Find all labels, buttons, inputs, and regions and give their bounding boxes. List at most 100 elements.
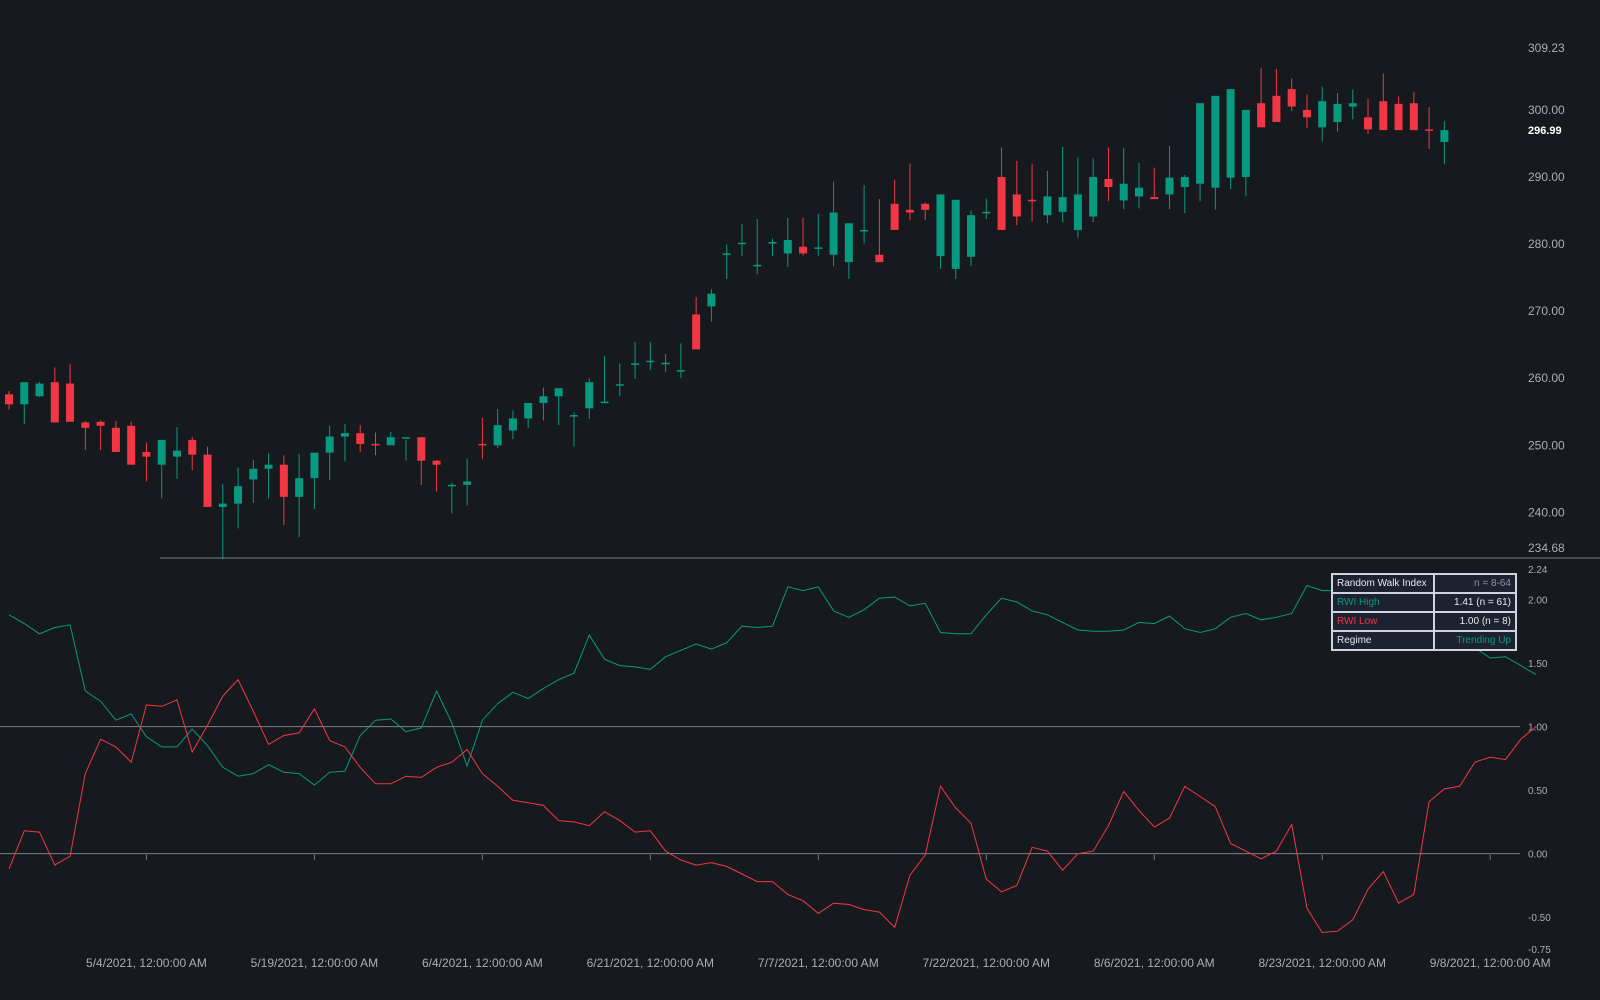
candle-body — [1409, 103, 1418, 131]
candle-down — [279, 455, 288, 526]
candle-body — [1058, 197, 1067, 212]
candle-up — [295, 453, 304, 538]
candle-body — [50, 382, 59, 423]
candle-up — [1119, 148, 1128, 210]
candle-body — [1043, 196, 1052, 216]
candle-up — [218, 484, 227, 560]
candle-body — [753, 264, 762, 267]
candle-body — [417, 437, 426, 461]
candle-up — [402, 437, 411, 461]
candle-up — [524, 402, 533, 428]
candle-up — [1165, 146, 1174, 210]
candle-body — [539, 396, 548, 403]
candle-down — [142, 442, 151, 482]
candle-down — [188, 437, 197, 471]
rwi-legend: Random Walk Index n = 8-64 RWI High 1.41… — [1331, 573, 1517, 651]
rwi-high-line — [8, 584, 1537, 786]
legend-params: n = 8-64 — [1433, 573, 1517, 594]
candle-body — [81, 422, 90, 428]
rwi-tick-label: 2.24 — [1528, 565, 1548, 576]
legend-row-rwi-high: RWI High 1.41 (n = 61) — [1331, 592, 1517, 613]
time-tick-label: 6/21/2021, 12:00:00 AM — [587, 956, 714, 970]
candle-down — [1272, 68, 1281, 122]
candle-body — [890, 203, 899, 230]
candle-body — [1012, 194, 1021, 217]
candle-body — [1028, 199, 1037, 202]
candle-body — [921, 203, 930, 210]
candle-down — [890, 179, 899, 230]
candle-body — [692, 314, 701, 350]
candle-body — [1165, 177, 1174, 195]
candle-body — [585, 382, 594, 409]
legend-value-rwi-high: 1.41 (n = 61) — [1433, 592, 1517, 613]
candle-down — [1364, 99, 1373, 135]
candle-up — [249, 460, 258, 503]
candle-body — [1364, 117, 1373, 130]
candle-up — [753, 219, 762, 275]
candle-body — [631, 363, 640, 365]
candle-down — [432, 460, 441, 492]
candle-body — [1150, 197, 1159, 200]
candle-body — [218, 503, 227, 507]
candle-up — [1318, 86, 1327, 142]
candle-down — [1012, 160, 1021, 226]
time-tick-label: 8/6/2021, 12:00:00 AM — [1094, 956, 1215, 970]
candle-body — [676, 370, 685, 372]
candle-up — [1348, 89, 1357, 120]
candle-up — [386, 431, 395, 446]
candle-body — [1302, 109, 1311, 118]
legend-row-regime: Regime Trending Up — [1331, 630, 1517, 651]
candle-up — [1241, 109, 1250, 197]
candle-down — [1425, 107, 1434, 149]
price-tick-label: 290.00 — [1528, 170, 1565, 184]
candle-up — [310, 452, 319, 509]
candle-down — [1379, 73, 1388, 131]
candle-body — [722, 253, 731, 255]
candle-body — [340, 433, 349, 437]
candle-up — [936, 194, 945, 269]
candle-body — [402, 437, 411, 439]
time-tick-label: 5/4/2021, 12:00:00 AM — [86, 956, 207, 970]
candle-down — [1104, 147, 1113, 202]
candle-body — [356, 433, 365, 444]
candle-down — [203, 446, 212, 507]
candle-down — [66, 364, 75, 422]
candle-body — [66, 383, 75, 422]
time-tick-label: 8/23/2021, 12:00:00 AM — [1259, 956, 1386, 970]
candle-body — [1318, 101, 1327, 128]
candle-body — [1226, 89, 1235, 178]
candle-up — [1333, 93, 1342, 132]
candle-body — [35, 383, 44, 397]
candle-body — [5, 394, 13, 405]
candle-body — [463, 481, 472, 485]
candle-body — [264, 464, 273, 469]
legend-label-regime: Regime — [1331, 630, 1435, 651]
rwi-tick-label: 0.50 — [1528, 786, 1548, 797]
legend-label-rwi-high: RWI High — [1331, 592, 1435, 613]
candle-body — [905, 209, 914, 213]
candle-up — [951, 199, 960, 279]
rwi-tick-label: 2.00 — [1528, 596, 1548, 607]
candle-up — [1440, 121, 1449, 165]
candle-up — [1058, 146, 1067, 222]
price-tick-label: 280.00 — [1528, 237, 1565, 251]
candle-up — [1134, 162, 1143, 209]
candle-body — [860, 229, 869, 232]
candle-body — [295, 478, 304, 497]
candle-down — [905, 163, 914, 220]
candle-up — [554, 388, 563, 426]
candle-body — [1196, 103, 1205, 184]
candle-up — [768, 238, 777, 257]
candle-down — [692, 297, 701, 350]
rwi-lines — [8, 584, 1537, 934]
candle-body — [188, 439, 197, 455]
candle-up — [20, 382, 29, 424]
candle-body — [1272, 95, 1281, 122]
candle-body — [279, 464, 288, 497]
candle-down — [1028, 163, 1037, 222]
price-tick-label: 300.00 — [1528, 103, 1565, 117]
rwi-low-line — [8, 678, 1537, 934]
candle-body — [157, 439, 166, 465]
candle-body — [96, 421, 105, 426]
